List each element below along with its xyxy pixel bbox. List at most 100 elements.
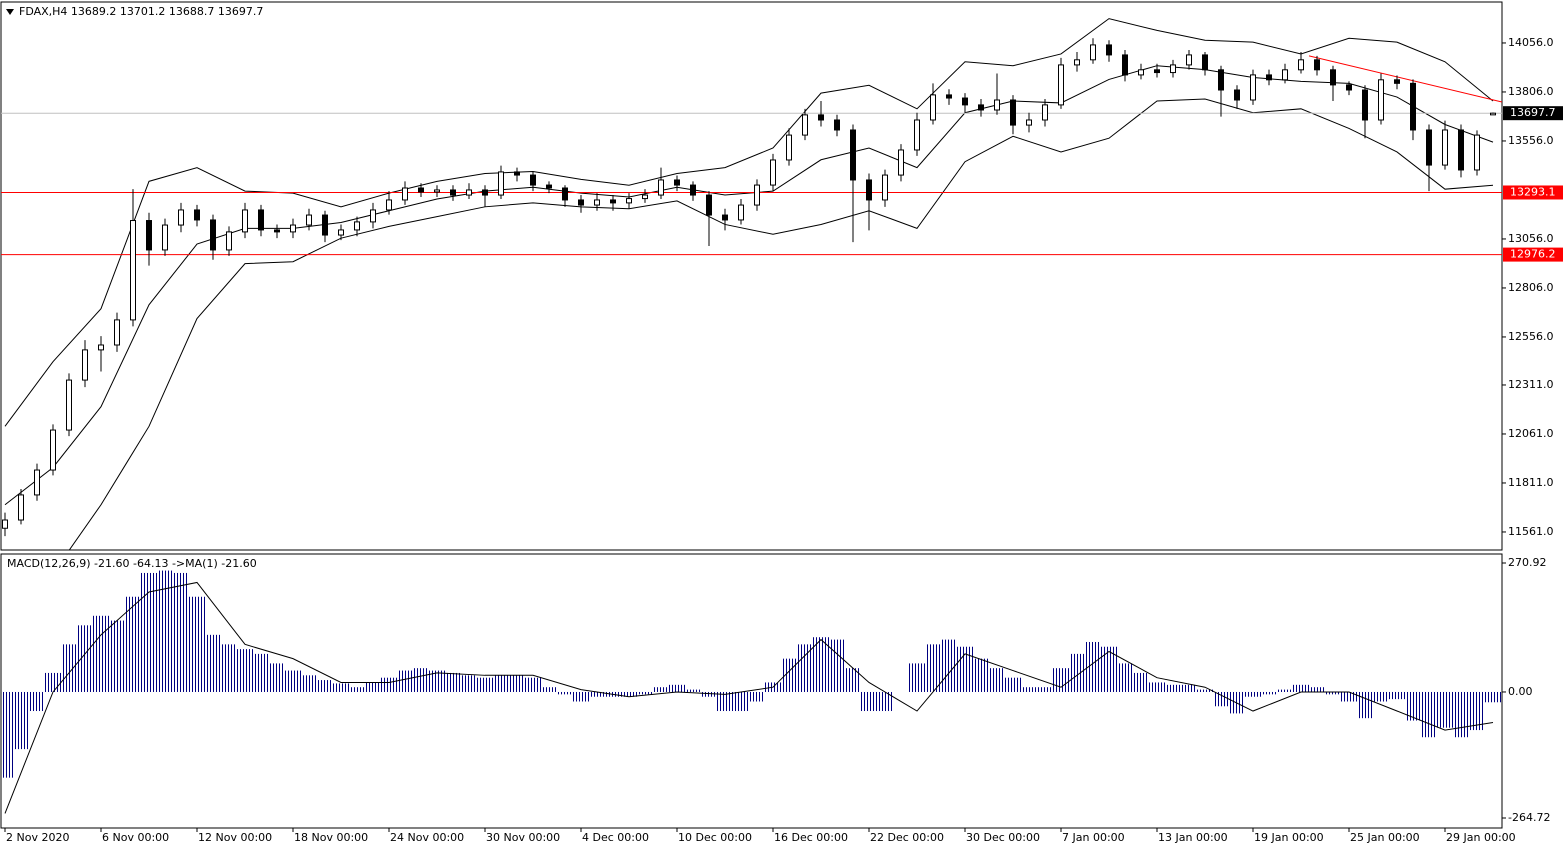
macd-bar [1085,641,1101,692]
x-tick-label: 6 Nov 00:00 [102,831,169,844]
candle-body [1122,54,1128,76]
macd-bar [877,691,893,712]
macd-bar [1149,682,1165,692]
candle-body [1090,44,1096,61]
macd-bar [925,644,941,692]
macd-bar [1373,691,1389,702]
candle-body [690,184,696,196]
macd-bar [301,675,317,692]
macd-bar [349,687,365,692]
macd-bar [829,639,845,692]
candle-body [1378,79,1384,121]
y-tick-label: 12311.0 [1508,378,1554,391]
candle-body [770,159,776,186]
candle-body [402,187,408,201]
candle-body [818,114,824,121]
candle-body [594,199,600,206]
macd-bar [285,670,301,692]
macd-bar [557,691,573,695]
macd-bar [1117,663,1133,692]
candle-body [306,214,312,226]
y-tick-label: -264.72 [1508,811,1550,824]
candle-body [1442,129,1448,166]
candle-body [1218,69,1224,91]
macd-bar [317,680,333,692]
macd-bar [733,691,749,712]
macd-bar [541,687,557,692]
macd-bar [573,691,589,702]
macd-bar [365,682,381,692]
macd-bar [509,675,525,692]
candle-body [450,189,456,196]
macd-bar [653,687,669,692]
candle-body [978,104,984,111]
macd-bar [477,677,493,692]
x-tick-label: 4 Dec 00:00 [582,831,649,844]
y-tick-label: 12061.0 [1508,427,1554,440]
macd-bar [189,596,205,692]
candle-body [226,231,232,251]
bollinger-upper [4,18,1494,427]
macd-bar [13,691,29,750]
y-tick-label: 0.00 [1508,685,1533,698]
macd-bar [493,675,509,692]
macd-bar [1005,677,1021,692]
macd-bar [205,634,221,692]
candle-body [722,214,728,221]
x-tick-label: 10 Dec 00:00 [678,831,752,844]
candle-body [1026,119,1032,126]
macd-bar [1277,689,1293,692]
candle-body [866,179,872,201]
candle-body [290,224,296,233]
macd-bar [45,672,61,692]
level-label-bg [1503,247,1563,262]
candle-body [898,149,904,176]
macd-bar [77,625,93,692]
candle-body [882,174,888,201]
macd-bar [1485,691,1501,703]
macd-bar [701,691,717,697]
candle-body [706,194,712,216]
price-label-bg [1503,106,1563,121]
macd-bar [381,677,397,692]
menu-arrow[interactable] [6,9,14,15]
candle-body [1394,79,1400,84]
candle-body [1074,59,1080,66]
candle-body [386,199,392,211]
macd-bar [797,644,813,692]
x-tick-label: 30 Dec 00:00 [966,831,1040,844]
macd-bar [397,670,413,692]
y-tick-label: 13556.0 [1508,134,1554,147]
macd-bar [621,691,637,697]
candle-body [914,119,920,151]
candle-body [274,229,280,233]
macd-bar [1053,668,1069,692]
macd-bar [1181,684,1197,692]
bollinger-lower [68,98,1494,550]
macd-bar [1,691,13,778]
candle-body [1362,89,1368,121]
macd-bar [269,663,285,692]
macd-bar [589,691,605,697]
candle-body [1410,82,1416,131]
x-tick-label: 30 Nov 00:00 [486,831,560,844]
candle-body [434,189,440,193]
x-tick-label: 2 Nov 2020 [6,831,69,844]
candle-body [946,94,952,99]
candle-body [1298,59,1304,71]
macd-bar [461,675,477,692]
candle-body [930,94,936,121]
macd-bar [1133,672,1149,692]
candle-body [530,174,536,186]
candle-body [98,344,104,351]
candle-body [738,204,744,221]
macd-bar [525,677,541,692]
candle-body [1186,54,1192,66]
candle-body [850,129,856,181]
candle-body [834,119,840,131]
candle-body [1010,99,1016,126]
macd-bar [669,684,685,692]
candle-body [802,114,808,136]
candle-body [66,379,72,431]
